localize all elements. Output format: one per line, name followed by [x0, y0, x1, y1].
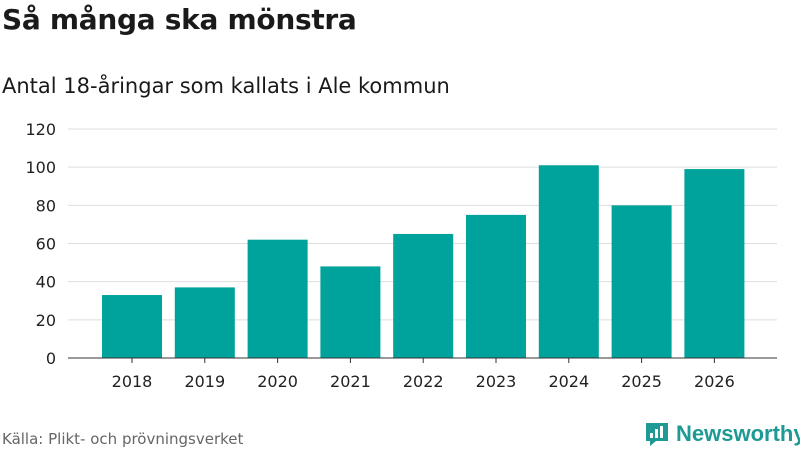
brand-name: Newsworthy [676, 421, 800, 446]
x-tick-label: 2025 [621, 372, 662, 391]
chart-title: Så många ska mönstra [2, 3, 357, 36]
newsworthy-logo-icon [646, 423, 668, 446]
y-tick-label: 120 [25, 120, 56, 139]
x-tick-label: 2021 [330, 372, 371, 391]
bar-2020 [247, 239, 308, 358]
x-tick-label: 2026 [694, 372, 735, 391]
bar-2021 [320, 266, 381, 358]
y-tick-label: 80 [36, 196, 56, 215]
bar-2023 [466, 214, 526, 358]
x-tick-label: 2019 [184, 372, 225, 391]
y-axis-ticks: 0 20 40 60 80 100 120 [25, 120, 56, 368]
bar-2025 [611, 205, 672, 358]
bars [102, 165, 745, 358]
source-note: Källa: Plikt- och prövningsverket [2, 430, 244, 448]
y-tick-label: 20 [36, 311, 56, 330]
brand-logo: Newsworthy [644, 421, 800, 447]
y-tick-label: 100 [25, 158, 56, 177]
x-tick-label: 2022 [403, 372, 444, 391]
bar-2024 [538, 165, 599, 358]
bar-2022 [393, 233, 454, 358]
bar-2019 [174, 287, 235, 358]
chart-subtitle: Antal 18-åringar som kallats i Ale kommu… [2, 74, 450, 98]
x-tick-label: 2020 [257, 372, 298, 391]
x-tick-label: 2018 [112, 372, 153, 391]
x-tick-label: 2023 [476, 372, 517, 391]
y-tick-label: 40 [36, 273, 56, 292]
y-tick-label: 60 [36, 235, 56, 254]
x-tick-label: 2024 [548, 372, 589, 391]
bar-2018 [102, 295, 162, 358]
y-tick-label: 0 [46, 349, 56, 368]
x-axis-ticks: 2018 2019 2020 2021 2022 2023 2024 2025 2026 [112, 358, 735, 391]
bar-2026 [684, 169, 745, 358]
